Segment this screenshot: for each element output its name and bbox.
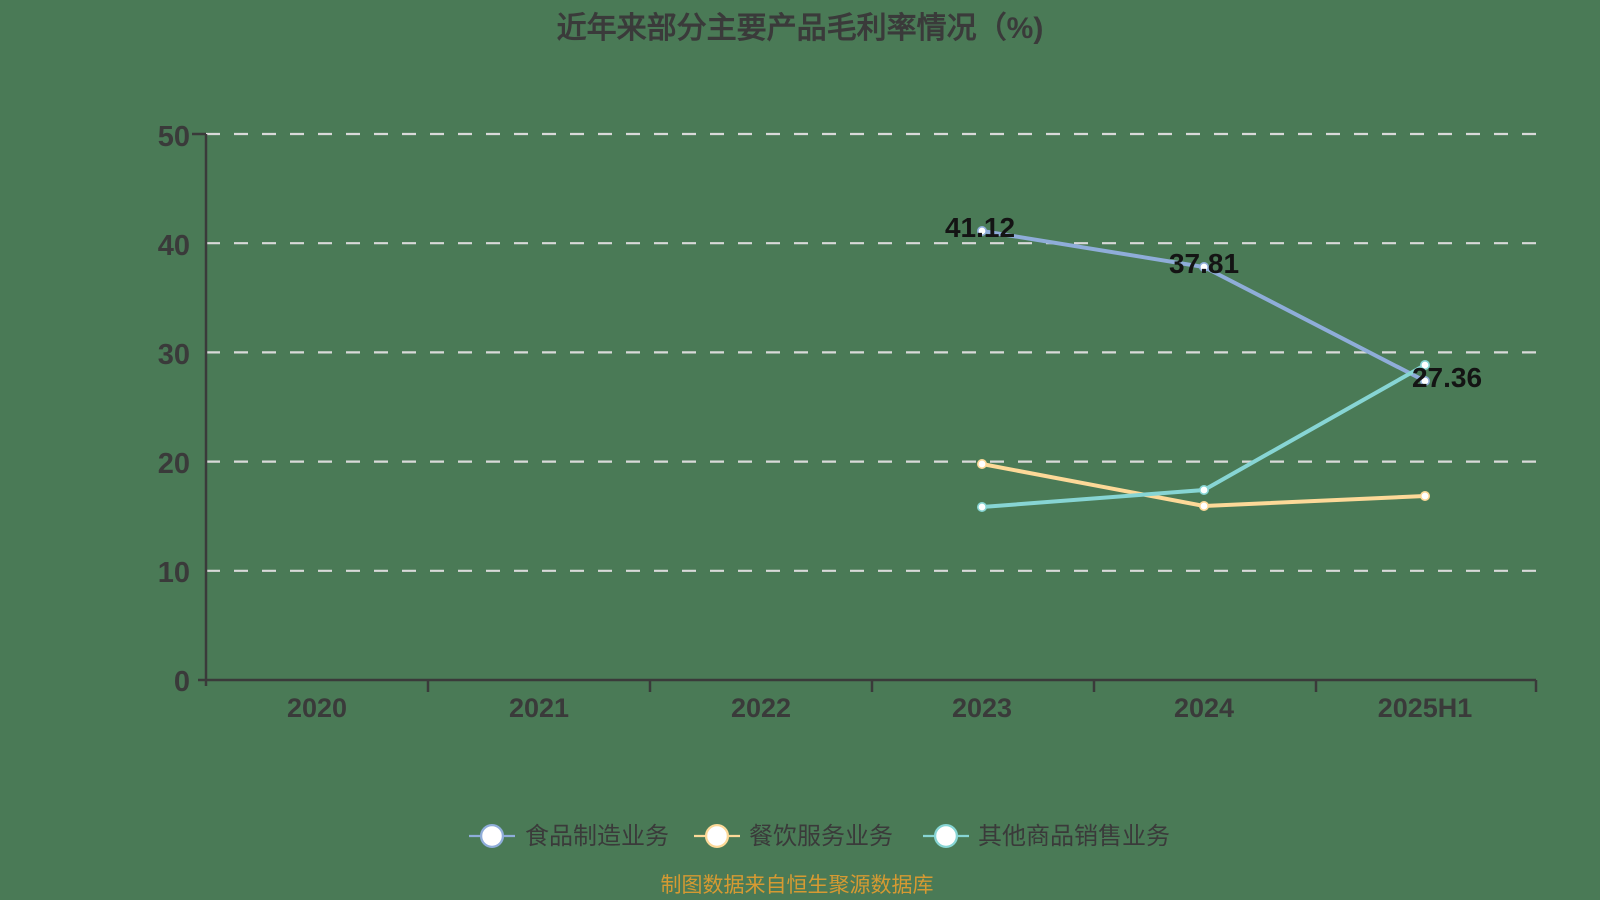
svg-text:其他商品销售业务: 其他商品销售业务 [978,823,1170,850]
svg-text:41.12: 41.12 [945,212,1015,243]
svg-text:30: 30 [158,339,190,371]
svg-text:37.81: 37.81 [1169,248,1239,279]
svg-text:0: 0 [174,666,190,698]
svg-text:27.36: 27.36 [1412,362,1482,393]
svg-text:制图数据来自恒生聚源数据库: 制图数据来自恒生聚源数据库 [661,874,934,897]
svg-text:2025H1: 2025H1 [1378,693,1473,723]
svg-text:50: 50 [158,121,190,153]
svg-text:食品制造业务: 食品制造业务 [525,823,669,850]
svg-text:2023: 2023 [952,693,1012,723]
svg-text:40: 40 [158,230,190,262]
svg-text:10: 10 [158,557,190,589]
svg-text:20: 20 [158,448,190,480]
svg-text:2021: 2021 [509,693,569,723]
svg-text:餐饮服务业务: 餐饮服务业务 [749,823,893,850]
svg-text:2020: 2020 [287,693,347,723]
svg-text:2024: 2024 [1174,693,1234,723]
svg-text:2022: 2022 [731,693,791,723]
